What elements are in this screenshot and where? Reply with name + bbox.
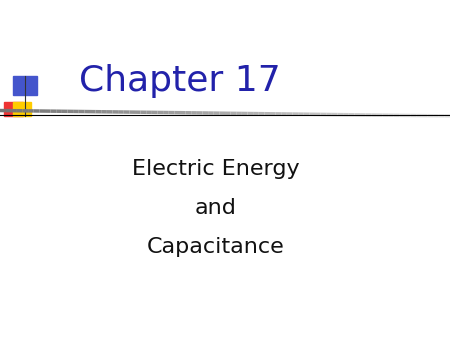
Text: Capacitance: Capacitance	[147, 237, 285, 257]
Bar	[13, 76, 37, 95]
Text: Chapter 17: Chapter 17	[79, 64, 280, 98]
Bar	[4, 102, 22, 116]
Bar	[13, 102, 31, 116]
Text: and: and	[195, 198, 237, 218]
Text: Electric Energy: Electric Energy	[132, 159, 300, 179]
